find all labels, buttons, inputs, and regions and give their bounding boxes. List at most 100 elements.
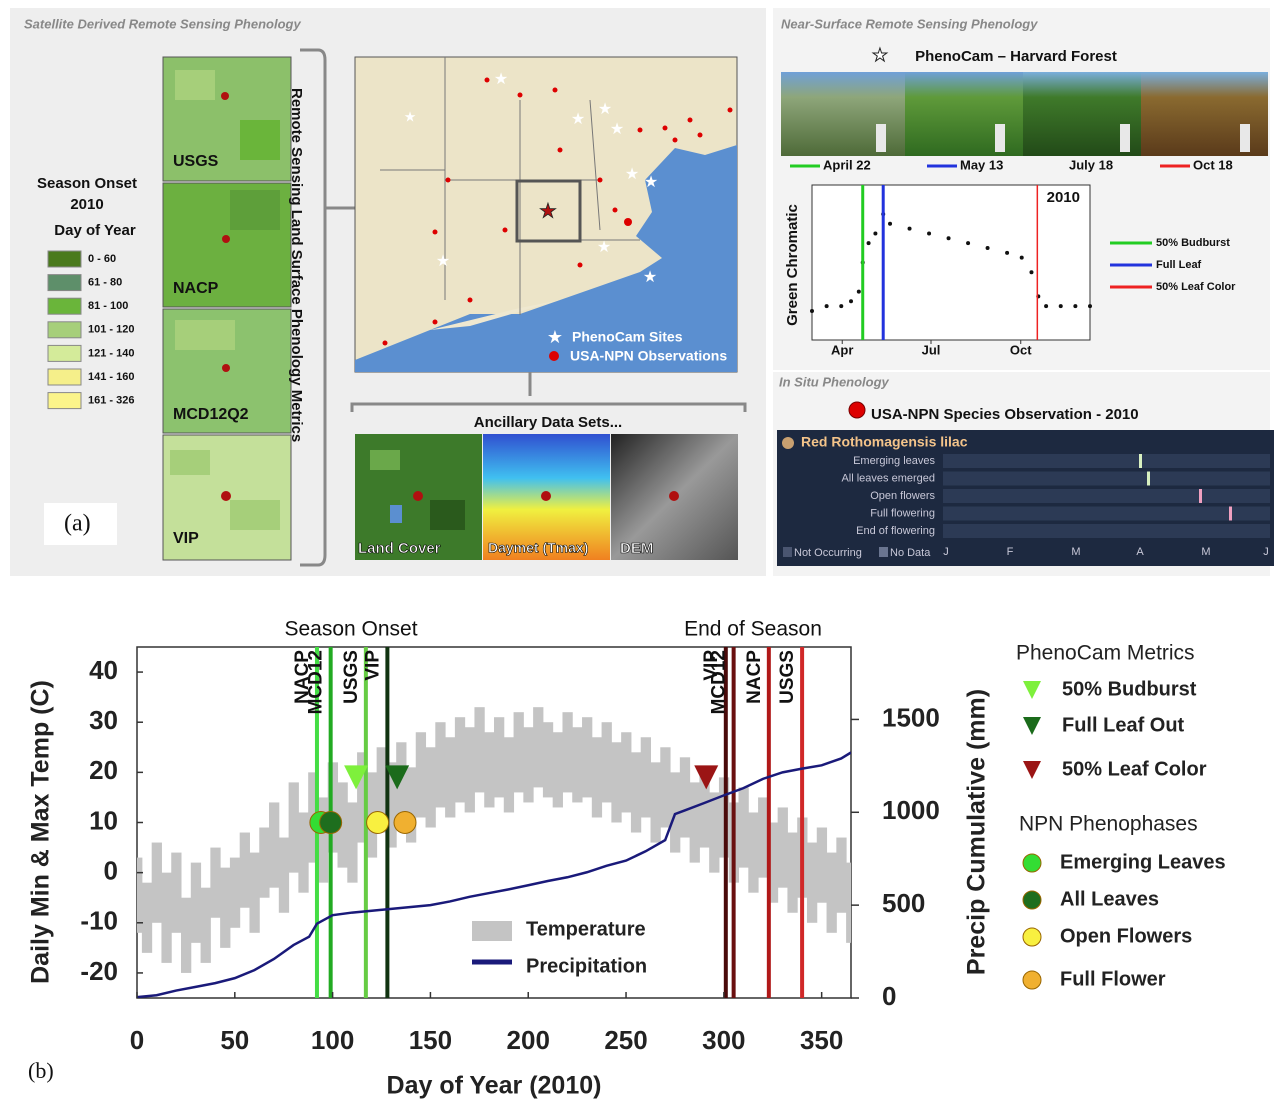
x-tick-label: 100 (311, 1025, 354, 1055)
y-tick-label: 10 (89, 805, 118, 835)
temperature-range (279, 838, 289, 913)
legend-label: Temperature (526, 918, 646, 940)
ancillary-label: Daymet (Tmax) (488, 540, 588, 556)
panel-label: (a) (64, 511, 91, 537)
phenocam-star: ★ (598, 101, 612, 118)
legend-label: 0 - 60 (88, 253, 116, 265)
observation-dot (663, 126, 668, 131)
temperature-range (455, 717, 465, 802)
legend-title: Day of Year (54, 222, 136, 239)
photo-date: Oct 18 (1193, 157, 1233, 172)
gcc-point (986, 246, 990, 250)
npn-row (943, 489, 1270, 503)
metric-label: MCD12 (306, 650, 327, 714)
observation-dot (578, 263, 583, 268)
ancillary-label: DEM (620, 540, 653, 557)
temperature-range (484, 732, 494, 807)
temperature-range (836, 838, 846, 913)
npn-title: USA-NPN Species Observation - 2010 (871, 406, 1139, 423)
legend-title: PhenoCam Metrics (1016, 642, 1195, 665)
legend-marker (1023, 891, 1041, 909)
temperature-range (269, 802, 279, 887)
temperature-range (474, 707, 484, 792)
temperature-range (827, 853, 837, 933)
site-marker (413, 491, 423, 501)
legend-star: ★ (547, 327, 563, 347)
temperature-range (778, 807, 788, 887)
temperature-range (259, 828, 269, 898)
metric-label: USGS (341, 650, 362, 704)
phenocam-star: ★ (597, 239, 611, 256)
temperature-range (514, 712, 524, 792)
npn-row (943, 454, 1270, 468)
site-marker (541, 491, 551, 501)
phenophase-label: Full flowering (870, 507, 935, 519)
temperature-range (347, 802, 357, 882)
legend-label: Precipitation (526, 955, 647, 977)
x-tick-label: 250 (604, 1025, 647, 1055)
legend-dot (549, 351, 559, 361)
temperature-range (611, 742, 621, 822)
tile-label: MCD12Q2 (173, 406, 249, 423)
photo-post (1120, 124, 1130, 152)
legend-swatch (48, 322, 81, 338)
temperature-range (435, 722, 445, 807)
temperature-range (318, 797, 328, 882)
temperature-range (142, 883, 152, 953)
temperature-range (690, 782, 700, 862)
x-tick-label: 50 (220, 1025, 249, 1055)
ancillary-title: Ancillary Data Sets... (474, 414, 622, 431)
legend-label: Emerging Leaves (1060, 851, 1226, 873)
legend-label: 61 - 80 (88, 277, 122, 289)
observation-dot (485, 78, 490, 83)
phenocam-star: ★ (625, 166, 639, 183)
tile-label: USGS (173, 153, 219, 170)
harvard-forest-star: ★ (539, 200, 557, 222)
month-label: F (1007, 546, 1014, 558)
tile-label: VIP (173, 530, 199, 547)
temperature-range (650, 762, 660, 842)
map-legend-label: USA-NPN Observations (570, 348, 727, 364)
phenocam-star: ★ (494, 71, 508, 88)
legend-label: 50% Leaf Color (1156, 281, 1236, 293)
npn-observation (1139, 454, 1142, 468)
observation-dot (624, 218, 632, 226)
gcc-point (1073, 304, 1077, 308)
y-tick-label: 0 (104, 856, 118, 886)
npn-observation (1147, 472, 1150, 486)
temperature-range (161, 873, 171, 963)
annotation: End of Season (684, 618, 822, 641)
observation-dot (518, 93, 523, 98)
observation-dot (383, 341, 388, 346)
legend-label: 101 - 120 (88, 324, 134, 336)
legend-swatch (48, 251, 81, 267)
metric-label: MCD12 (709, 650, 730, 714)
temperature-range (562, 712, 572, 792)
phenocam-star: ★ (644, 174, 658, 191)
month-label: A (1136, 546, 1144, 558)
temperature-range (641, 737, 651, 817)
temperature-range (132, 858, 142, 933)
figure: Satellite Derived Remote Sensing Phenolo… (0, 0, 1276, 1113)
legend-title: 2010 (70, 196, 103, 213)
observation-dot (558, 148, 563, 153)
phenocam-star: ★ (643, 269, 657, 286)
gcc-point (849, 299, 853, 303)
gcc-point (857, 290, 861, 294)
x-tick-label: 150 (409, 1025, 452, 1055)
map-legend-label: PhenoCam Sites (572, 329, 683, 345)
temperature-range (817, 828, 827, 903)
gcc-point (873, 231, 877, 235)
tile-patch (170, 450, 210, 475)
y-tick-label: 40 (89, 655, 118, 685)
month-label: M (1071, 546, 1080, 558)
npn-observation (1229, 507, 1232, 521)
temperature-range (553, 732, 563, 807)
site-marker (221, 491, 231, 501)
section-heading: Near-Surface Remote Sensing Phenology (781, 16, 1038, 31)
phenophase-label: Emerging leaves (853, 455, 935, 467)
temperature-range (445, 737, 455, 817)
observation-dot (468, 298, 473, 303)
site-title: PhenoCam – Harvard Forest (915, 48, 1117, 65)
legend-label: 50% Leaf Color (1062, 758, 1207, 780)
